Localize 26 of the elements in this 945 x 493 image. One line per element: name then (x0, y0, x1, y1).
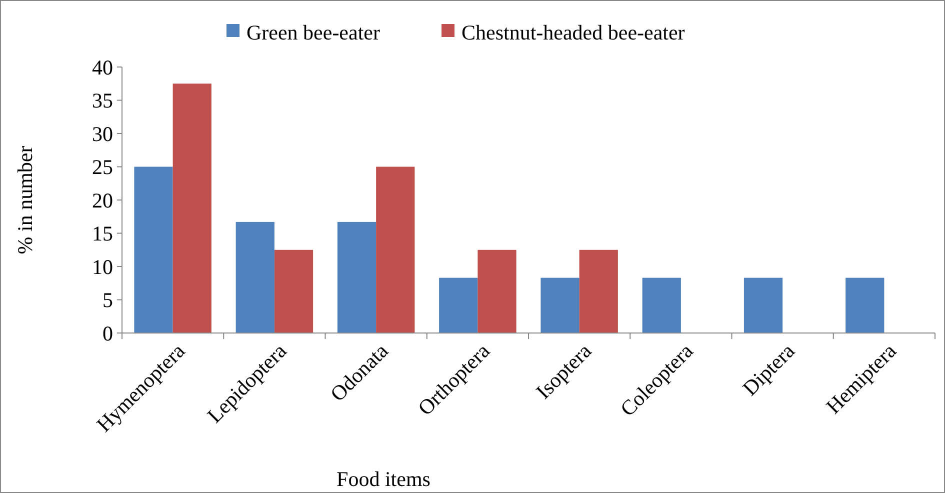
y-tick-label: 20 (92, 188, 113, 212)
x-axis-title: Food items (336, 467, 430, 491)
bar (236, 222, 274, 333)
y-axis-title: % in number (13, 146, 37, 254)
bar (579, 250, 618, 333)
legend-label: Chestnut-headed bee-eater (462, 20, 685, 44)
y-tick-label: 30 (92, 122, 113, 146)
bar (439, 278, 478, 333)
y-tick-label: 35 (92, 88, 113, 113)
y-tick-label: 10 (92, 254, 113, 279)
bar (337, 222, 376, 333)
y-tick-label: 15 (92, 222, 113, 246)
legend-label: Green bee-eater (246, 20, 380, 44)
bar (540, 278, 580, 333)
bar (134, 166, 173, 333)
bar (274, 250, 314, 333)
y-tick-label: 5 (102, 288, 113, 312)
bar (846, 278, 884, 333)
bar (478, 250, 516, 333)
bar (744, 278, 783, 333)
y-tick-label: 25 (92, 155, 113, 180)
y-tick-label: 0 (102, 321, 113, 346)
bar (172, 84, 212, 333)
bar (376, 166, 415, 333)
bar (642, 278, 681, 333)
y-tick-label: 40 (92, 55, 113, 80)
